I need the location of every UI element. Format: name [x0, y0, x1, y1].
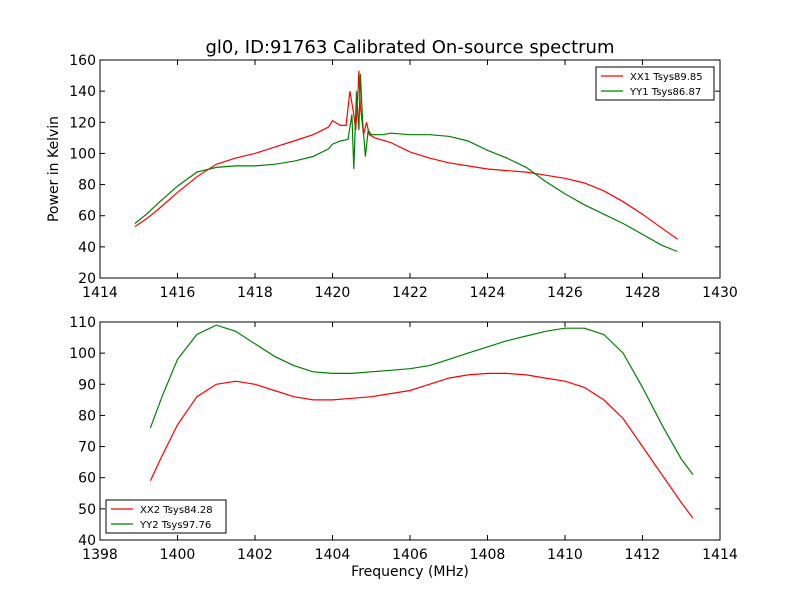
series-line-1 — [134, 70, 678, 240]
top-subplot: 1414 1416 1418 1420 1422 1424 1426 1428 1430 20 40… — [69, 53, 738, 301]
x-tick-label: 1416 — [160, 285, 196, 301]
y-tick-label: 90 — [78, 377, 96, 393]
y-tick-label: 40 — [78, 533, 96, 549]
x-tick-label: 1404 — [315, 547, 351, 563]
x-tick-label: 1402 — [237, 547, 273, 563]
x-tick-label: 1420 — [315, 285, 351, 301]
x-tick-label: 1412 — [625, 547, 661, 563]
series-line-2 — [149, 324, 694, 475]
x-tick-label: 1398 — [82, 547, 118, 563]
y-tick-label: 80 — [78, 178, 96, 194]
legend-entry: YY2 Tsys97.76 — [139, 520, 211, 531]
y-axis-label: Power in Kelvin — [46, 116, 62, 222]
y-tick-label: 20 — [78, 271, 96, 287]
y-tick-label: 120 — [69, 115, 96, 131]
legend-box — [595, 66, 715, 101]
x-tick-label: 1406 — [392, 547, 428, 563]
y-tick-label: 40 — [78, 240, 96, 256]
y-tick-label: 60 — [78, 209, 96, 225]
y-tick-label: 110 — [69, 315, 96, 331]
y-tick-label: 100 — [69, 346, 96, 362]
y-tick-label: 50 — [78, 502, 96, 518]
x-tick-label: 1414 — [82, 285, 118, 301]
x-tick-label: 1426 — [547, 285, 583, 301]
y-tick-label: 80 — [78, 408, 96, 424]
legend-box — [105, 499, 227, 534]
x-tick-label: 1424 — [470, 285, 506, 301]
x-tick-label: 1430 — [702, 285, 738, 301]
x-tick-label: 1414 — [702, 547, 738, 563]
legend-entry: YY1 Tsys86.87 — [629, 87, 701, 98]
x-axis-label: Frequency (MHz) — [351, 564, 469, 580]
bottom-subplot: 1398 1400 1402 1404 1406 1408 1410 1412 1414 40 50… — [69, 315, 738, 563]
series-line-2 — [134, 73, 678, 253]
y-tick-label: 70 — [78, 440, 96, 456]
x-tick-label: 1418 — [237, 285, 273, 301]
chart-title: gl0, ID:91763 Calibrated On-source spect… — [205, 37, 614, 58]
y-tick-label: 100 — [69, 146, 96, 162]
y-tick-label: 140 — [69, 84, 96, 100]
y-tick-label: 160 — [69, 53, 96, 69]
x-tick-label: 1428 — [625, 285, 661, 301]
y-tick-label: 60 — [78, 471, 96, 487]
x-tick-label: 1410 — [547, 547, 583, 563]
x-tick-label: 1408 — [470, 547, 506, 563]
x-tick-label: 1400 — [160, 547, 196, 563]
series-line-1 — [149, 372, 694, 519]
legend-entry: XX1 Tsys89.85 — [630, 72, 703, 83]
x-tick-label: 1422 — [392, 285, 428, 301]
legend-entry: XX2 Tsys84.28 — [140, 505, 213, 516]
